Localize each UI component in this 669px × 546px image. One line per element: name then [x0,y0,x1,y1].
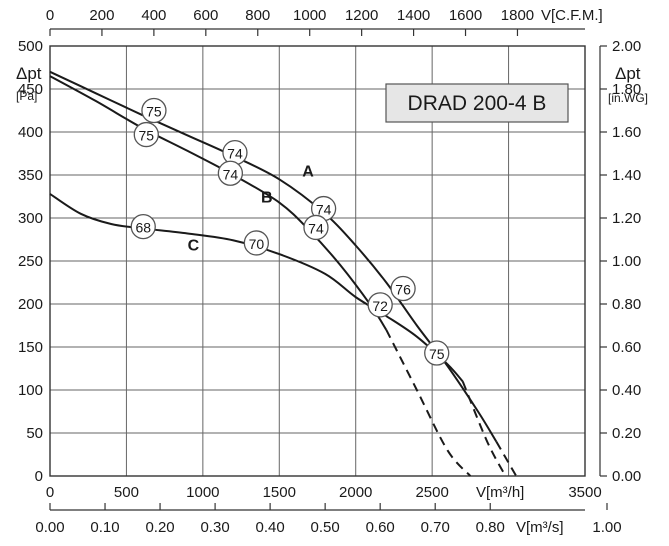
x-axis-unit: V[m³/h] [476,484,524,501]
efficiency-value: 72 [372,298,388,314]
y-right-tick-label: 0.40 [612,382,641,399]
top-tick-label: 200 [89,7,114,24]
curve-label: C [188,238,200,255]
efficiency-value: 68 [135,220,151,236]
efficiency-badge [243,230,270,256]
efficiency-badge [367,292,393,318]
title-box [385,83,569,123]
x-tick-label: 500 [114,484,139,501]
efficiency-value: 75 [146,104,162,120]
efficiency-badges: 75 75 74 74 74 74 68 70 76 72 75 [130,97,450,366]
top-axis-unit: V[C.F.M.] [541,7,603,24]
top-tick-label: 1400 [397,7,430,24]
efficiency-badge [130,213,156,240]
curve-b-dashed [385,329,472,477]
efficiency-value: 74 [223,166,239,182]
y-left-tick-label: 200 [18,296,43,313]
bottom-tick-label: 1.00 [592,519,621,536]
y-right-unit: [in.WG] [608,91,648,105]
curve-c [49,193,464,383]
top-tick-label: 400 [141,7,166,24]
y-right-tick-label: 1.60 [612,124,641,141]
top-tick-label: 1000 [293,7,326,24]
y-left-tick-label: 100 [18,382,43,399]
bottom-axis-unit: V[m³/s] [516,519,564,536]
top-tick-label: 1200 [345,7,378,24]
y-right-tick-label: 2.00 [612,38,641,55]
chart-title: DRAD 200-4 B [408,92,547,115]
bottom-tick-label: 0.40 [256,519,285,536]
top-tick-label: 1800 [501,7,534,24]
efficiency-value: 70 [249,236,265,252]
bottom-tick-label: 0.70 [421,519,450,536]
curve-label: A [302,164,314,181]
efficiency-value: 75 [429,346,445,362]
y-left-tick-label: 0 [35,468,43,485]
x-tick-label: 0 [46,484,54,501]
y-right-tick-label: 1.40 [612,167,641,184]
y-left-tick-label: 500 [18,38,43,55]
y-left-tick-label: 350 [18,167,43,184]
y-left-ticks: 0 50 100 150 200 250 300 350 400 450 500 [18,38,43,485]
top-tick-label: 0 [46,7,54,24]
y-right-tick-label: 0.60 [612,339,641,356]
y-left-tick-label: 250 [18,253,43,270]
y-left-tick-label: 300 [18,210,43,227]
efficiency-value: 74 [308,220,324,236]
x-tick-label: 2000 [339,484,372,501]
x-tick-label: 1500 [263,484,296,501]
y-right-tick-label: 0.00 [612,468,641,485]
x-tick-label: 3500 [568,484,601,501]
y-right-tick-label: 1.20 [612,210,641,227]
x-tick-label: 1000 [186,484,219,501]
efficiency-value: 75 [139,128,155,144]
x-tick-label: 2500 [415,484,448,501]
top-tick-label: 800 [245,7,270,24]
y-right-ticks: 0.00 0.20 0.40 0.60 0.80 1.00 1.20 1.40 1.60 1.80… [600,38,641,485]
top-tick-label: 1600 [449,7,482,24]
plot-frame [49,45,586,477]
bottom-tick-label: 0.00 [35,519,64,536]
y-right-tick-label: 0.20 [612,425,641,442]
efficiency-badge [424,340,450,366]
bottom-axis-ticks: 0.00 0.10 0.20 0.30 0.40 0.50 0.60 0.70 0.80 1.00 [35,503,622,536]
bottom-tick-label: 0.80 [476,519,505,536]
top-tick-label: 600 [193,7,218,24]
y-left-tick-label: 450 [18,81,43,98]
top-axis-ticks: 0 200 400 600 800 1000 1200 1400 1600 1800 [46,7,534,36]
efficiency-value: 74 [227,146,243,162]
efficiency-badge [141,97,167,124]
bottom-tick-label: 0.60 [366,519,395,536]
y-left-tick-label: 400 [18,124,43,141]
efficiency-value: 74 [316,202,332,218]
y-right-tick-label: 1.80 [612,81,641,98]
bottom-tick-label: 0.50 [311,519,340,536]
curve-c-dashed [461,381,507,477]
efficiency-badge [217,160,244,186]
efficiency-value: 76 [395,282,411,298]
bottom-tick-label: 0.20 [145,519,174,536]
curve-labels: A B C [188,164,315,255]
curve-label: B [261,190,273,207]
curve-a [49,70,498,443]
efficiency-badge [303,214,329,241]
curve-a-dashed [495,441,518,477]
curve-b [49,75,388,331]
y-left-label: Δpt [16,64,42,83]
y-right-tick-label: 0.80 [612,296,641,313]
bottom-tick-label: 0.30 [200,519,229,536]
efficiency-badge [390,275,416,302]
y-left-tick-label: 150 [18,339,43,356]
bottom-tick-label: 0.10 [90,519,119,536]
y-right-tick-label: 1.00 [612,253,641,270]
y-right-label: Δpt [615,64,641,83]
x-axis-ticks: 0 500 1000 1500 2000 2500 3500 [46,484,602,501]
y-left-tick-label: 50 [26,425,43,442]
y-left-unit: [Pa] [16,89,37,103]
efficiency-badge [133,121,159,148]
